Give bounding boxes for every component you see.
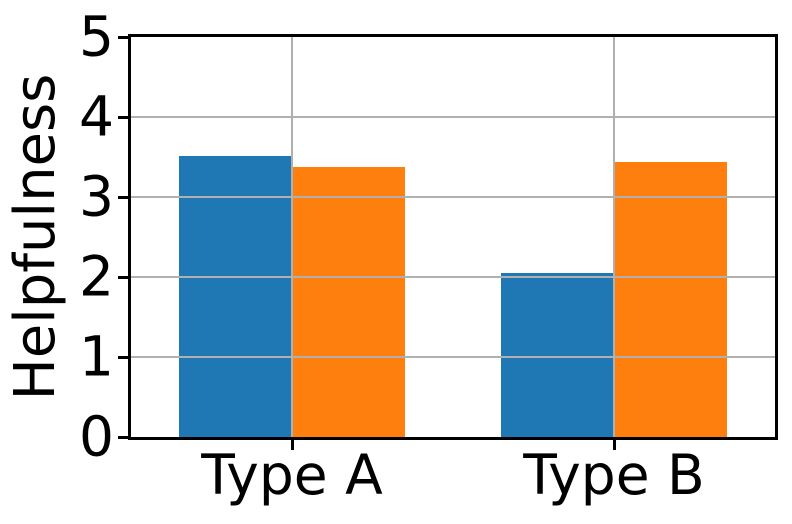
x-tick-mark bbox=[612, 440, 616, 450]
x-tick-mark bbox=[290, 440, 294, 450]
y-tick-label: 1 bbox=[79, 324, 114, 389]
bar-series1-type-a bbox=[179, 156, 292, 437]
y-tick-label: 2 bbox=[79, 244, 114, 309]
y-tick-mark bbox=[118, 115, 128, 119]
v-gridline bbox=[613, 37, 615, 437]
bar-series2-type-b bbox=[614, 161, 727, 437]
y-tick-mark bbox=[118, 275, 128, 279]
v-gridline bbox=[291, 37, 293, 437]
h-gridline bbox=[131, 276, 775, 278]
bar-series1-type-b bbox=[501, 273, 614, 437]
x-tick-label-type-a: Type A bbox=[201, 443, 383, 507]
y-tick-label: 3 bbox=[79, 164, 114, 229]
h-gridline bbox=[131, 116, 775, 118]
y-tick-mark bbox=[118, 435, 128, 439]
y-tick-mark bbox=[118, 35, 128, 39]
y-tick-mark bbox=[118, 355, 128, 359]
y-tick-mark bbox=[118, 195, 128, 199]
x-tick-label-type-b: Type B bbox=[523, 443, 705, 507]
plot-inner bbox=[131, 37, 775, 437]
h-gridline bbox=[131, 356, 775, 358]
y-tick-label: 5 bbox=[79, 4, 114, 69]
h-gridline bbox=[131, 196, 775, 198]
plot-area bbox=[128, 34, 778, 440]
y-tick-label: 0 bbox=[79, 404, 114, 469]
y-tick-label: 4 bbox=[79, 84, 114, 149]
bar-series2-type-a bbox=[292, 167, 405, 437]
